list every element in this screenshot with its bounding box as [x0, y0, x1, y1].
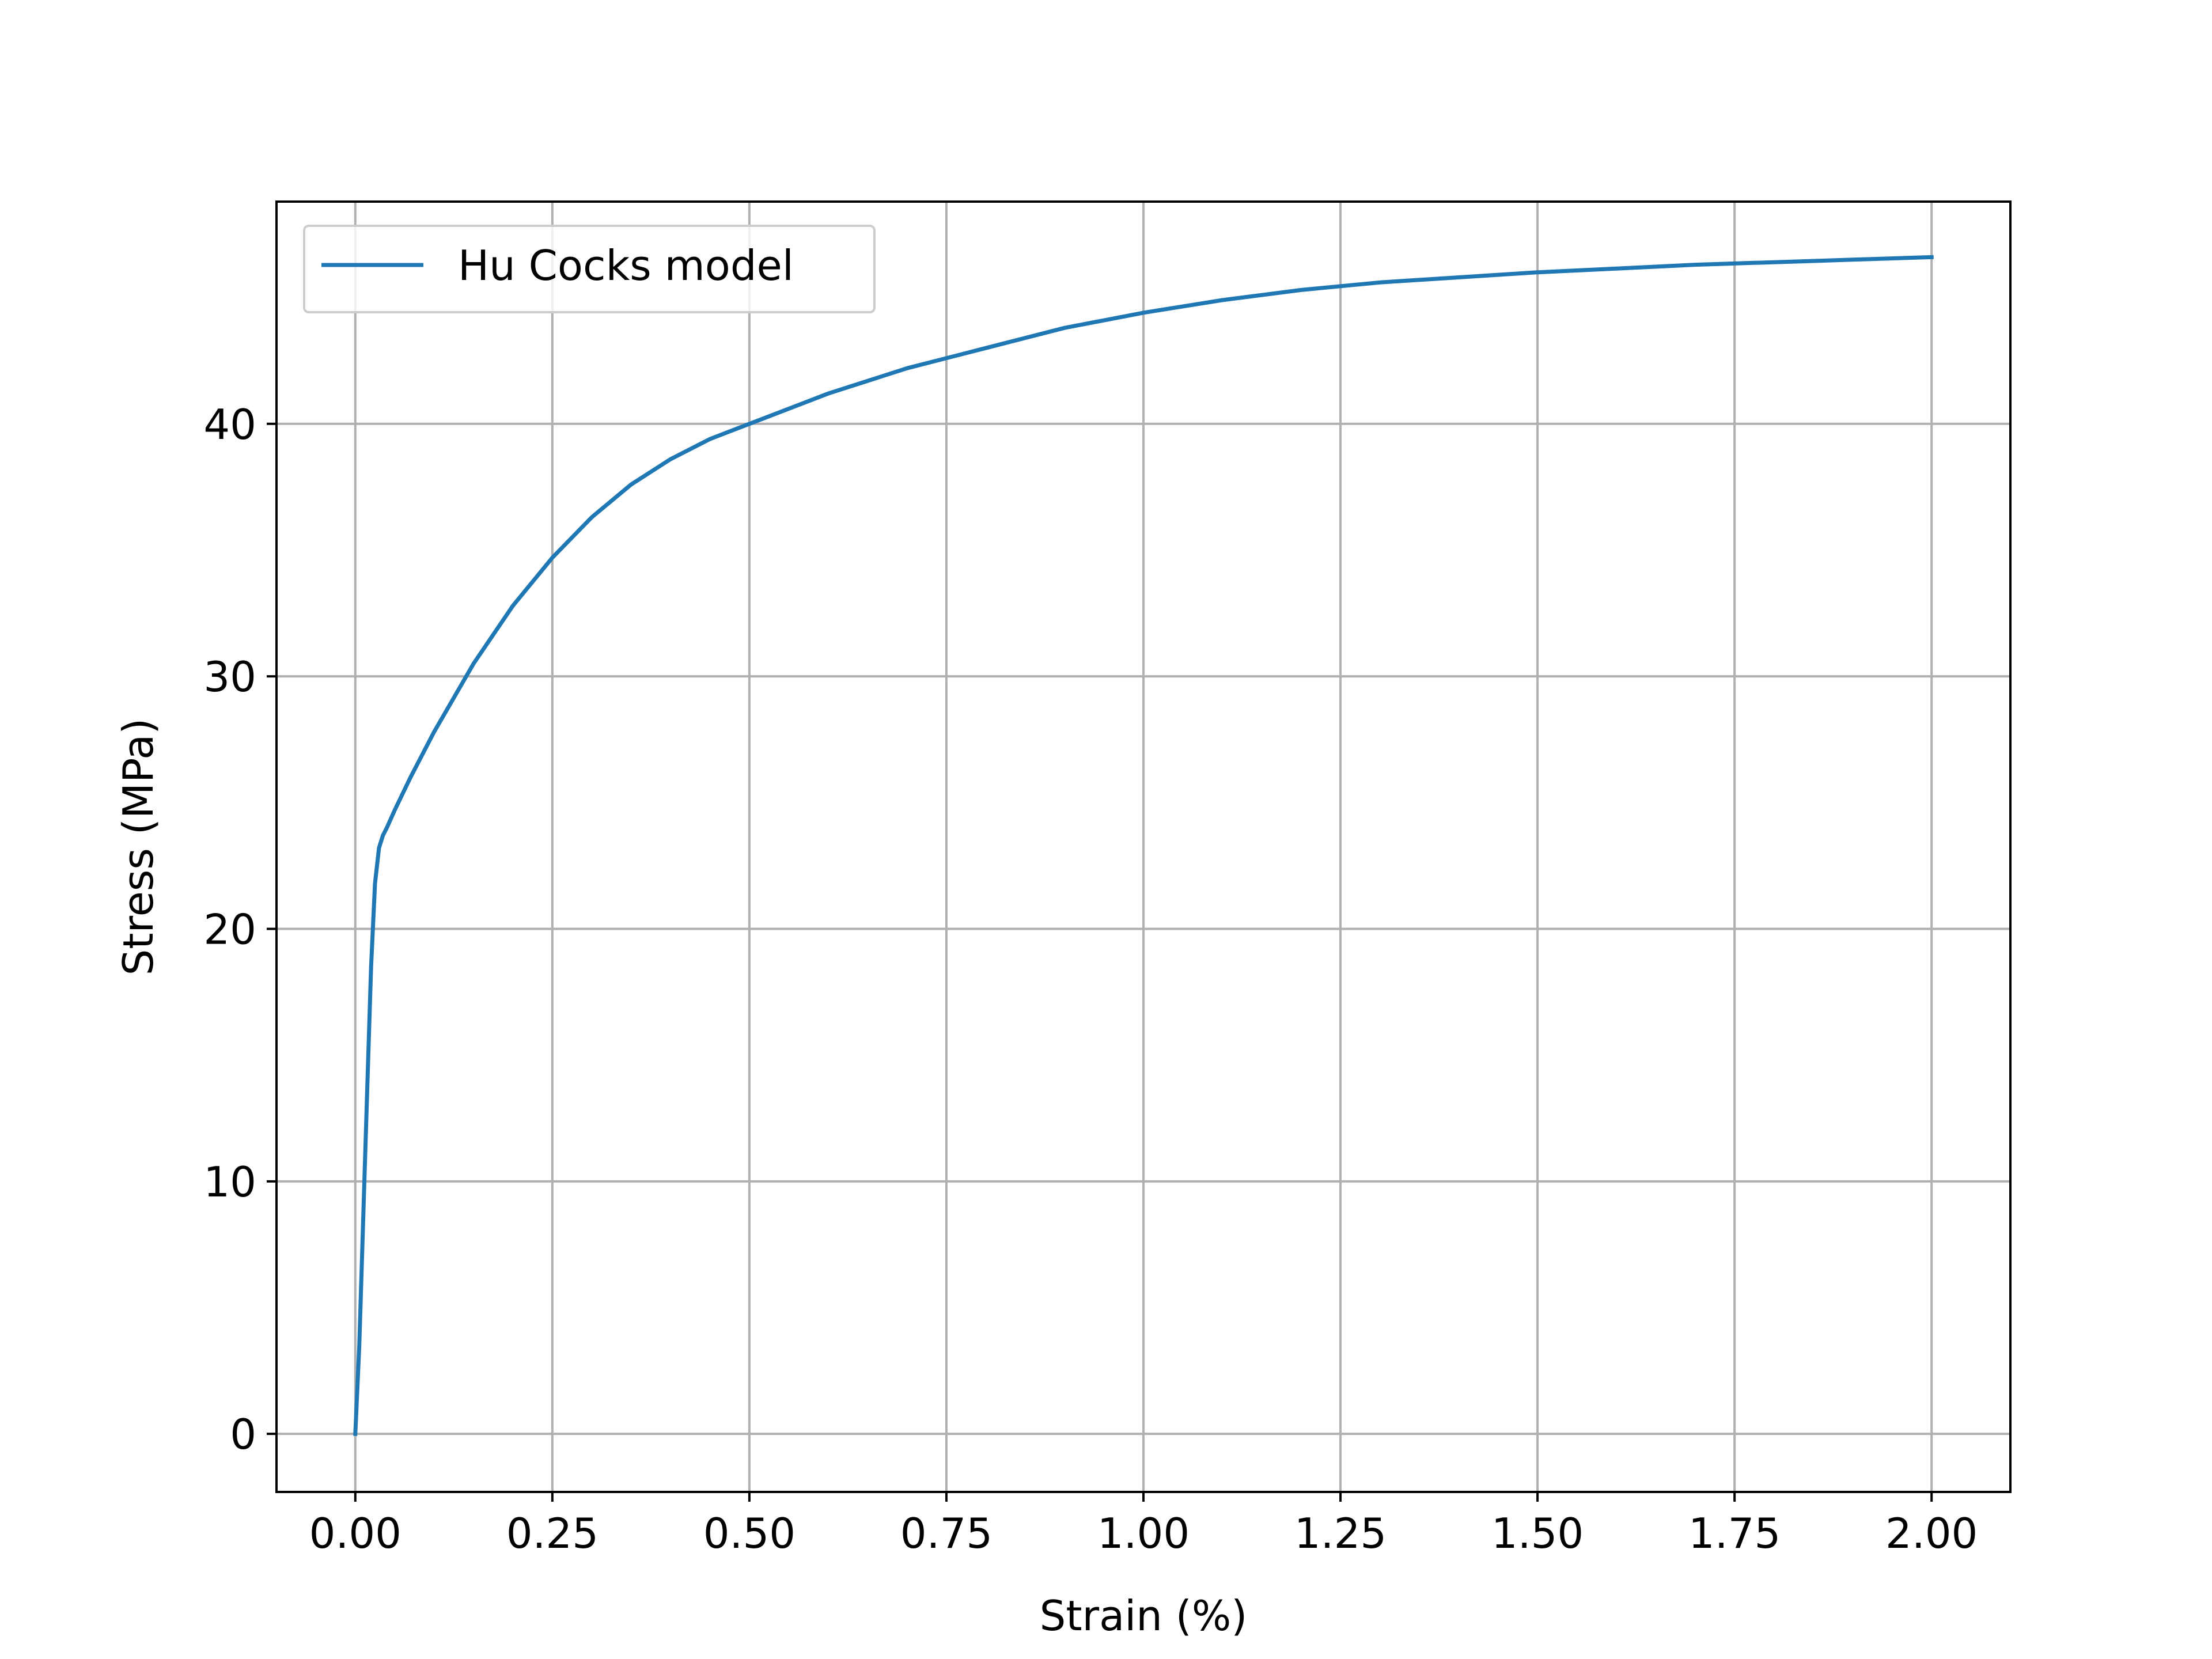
y-tick-label: 40 — [203, 400, 256, 449]
y-tick-label: 0 — [230, 1410, 256, 1459]
x-tick-label: 0.50 — [703, 1509, 796, 1558]
tick-layer: 0.00 0.25 0.50 0.75 1.00 1.25 1.50 1.75 2.00 0 10 2… — [203, 400, 1978, 1558]
series-line-hu-cocks-model — [353, 255, 1934, 1436]
grid-layer — [276, 202, 2010, 1492]
y-tick-label: 10 — [203, 1158, 256, 1206]
x-tick-label: 1.25 — [1294, 1509, 1387, 1558]
x-axis-label: Strain (%) — [1040, 1592, 1248, 1640]
x-tick-label: 1.50 — [1491, 1509, 1584, 1558]
x-tick-label: 0.75 — [900, 1509, 993, 1558]
legend: Hu Cocks model — [303, 225, 876, 313]
x-tick-label: 1.00 — [1097, 1509, 1190, 1558]
legend-box — [303, 225, 876, 313]
y-tick-label: 20 — [203, 905, 256, 953]
y-axis-label: Stress (MPa) — [114, 718, 162, 976]
x-tick-label: 2.00 — [1885, 1509, 1978, 1558]
series-layer — [353, 255, 1934, 1436]
y-tick-label: 30 — [203, 653, 256, 701]
x-tick-label: 1.75 — [1688, 1509, 1781, 1558]
x-tick-label: 0.25 — [506, 1509, 599, 1558]
legend-label: Hu Cocks model — [458, 241, 794, 290]
x-tick-label: 0.00 — [309, 1509, 402, 1558]
